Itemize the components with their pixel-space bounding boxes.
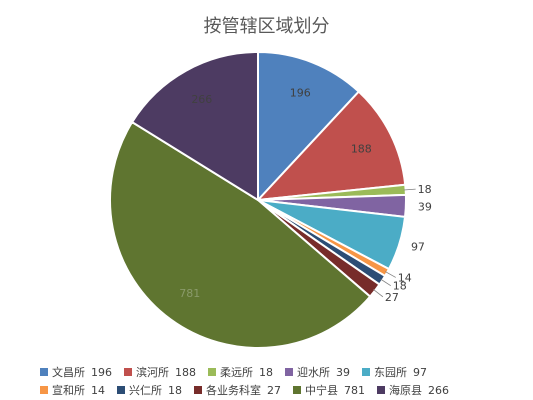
pie-slice-1 — [257, 50, 361, 203]
legend-item-4: 迎水所 39 — [285, 364, 350, 380]
chart-legend: 文昌所 196 滨河所 188 柔远所 18 迎水所 39 东园所 97 宣和所 14 兴仁所 18 各业务… — [40, 363, 520, 399]
legend-label: 滨河所 — [136, 366, 169, 379]
legend-label: 迎水所 — [297, 366, 330, 379]
data-label-4: 39 — [418, 200, 432, 213]
legend-item-7: 兴仁所 18 — [117, 382, 182, 398]
leader-line-6 — [385, 271, 396, 278]
legend-item-1: 文昌所 196 — [40, 364, 112, 380]
legend-value: 27 — [267, 383, 281, 397]
data-label-7: 18 — [393, 280, 407, 293]
leader-line-3 — [403, 188, 416, 191]
data-label-9: 781 — [179, 287, 200, 300]
legend-swatch — [293, 386, 301, 394]
legend-item-9: 中宁县 781 — [293, 382, 365, 398]
legend-item-3: 柔远所 18 — [208, 364, 273, 380]
legend-swatch — [40, 368, 48, 376]
leader-line-7 — [380, 278, 391, 287]
pie-slice-2 — [255, 90, 407, 202]
legend-swatch — [117, 386, 125, 394]
legend-swatch — [40, 386, 48, 394]
legend-swatch — [208, 368, 216, 376]
legend-label: 兴仁所 — [129, 384, 162, 397]
data-label-8: 27 — [385, 291, 399, 304]
legend-label: 宣和所 — [52, 384, 85, 397]
legend-label: 中宁县 — [305, 384, 338, 397]
legend-value: 39 — [336, 365, 350, 379]
data-label-2: 188 — [351, 142, 372, 155]
legend-swatch — [377, 386, 385, 394]
pie-slice-10 — [130, 50, 259, 202]
legend-value: 18 — [168, 383, 182, 397]
data-label-1: 196 — [290, 87, 311, 100]
legend-item-5: 东园所 97 — [362, 364, 427, 380]
legend-label: 各业务科室 — [206, 384, 261, 397]
leader-line-8 — [373, 289, 384, 298]
legend-value: 196 — [91, 365, 112, 379]
data-label-6: 14 — [398, 271, 412, 284]
legend-item-2: 滨河所 188 — [124, 364, 196, 380]
legend-label: 东园所 — [374, 366, 407, 379]
legend-label: 海原县 — [389, 384, 422, 397]
legend-swatch — [194, 386, 202, 394]
legend-item-10: 海原县 266 — [377, 382, 449, 398]
data-label-10: 266 — [191, 93, 212, 106]
pie-slice-9 — [109, 120, 372, 349]
legend-item-6: 宣和所 14 — [40, 382, 105, 398]
legend-value: 781 — [344, 383, 365, 397]
legend-label: 文昌所 — [52, 366, 85, 379]
legend-value: 266 — [428, 383, 449, 397]
legend-value: 188 — [175, 365, 196, 379]
legend-label: 柔远所 — [220, 366, 253, 379]
legend-value: 97 — [413, 365, 427, 379]
chart-title: 按管辖区域划分 — [203, 16, 330, 37]
legend-swatch — [362, 368, 370, 376]
legend-value: 14 — [91, 383, 105, 397]
legend-swatch — [124, 368, 132, 376]
legend-item-8: 各业务科室 27 — [194, 382, 281, 398]
data-label-5: 97 — [411, 241, 425, 254]
legend-value: 18 — [259, 365, 273, 379]
legend-swatch — [285, 368, 293, 376]
data-label-3: 18 — [418, 183, 432, 196]
